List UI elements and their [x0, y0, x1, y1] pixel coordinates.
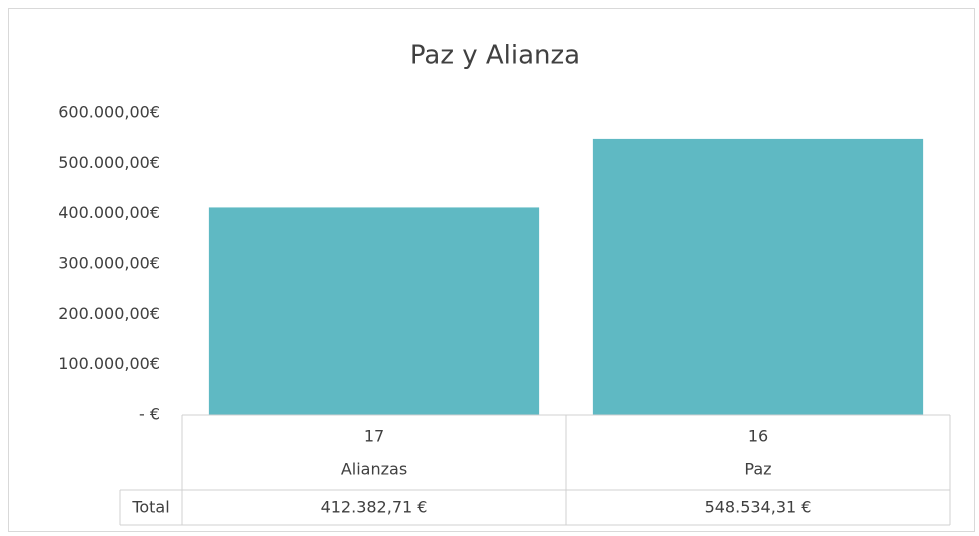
- data-label: 412.382,71 €: [321, 498, 428, 517]
- bar: [208, 207, 540, 415]
- data-label: 548.534,31 €: [705, 498, 812, 517]
- category-code: 17: [364, 427, 384, 446]
- y-tick-label: 300.000,00€: [58, 254, 160, 273]
- y-tick-label: 600.000,00€: [58, 103, 160, 122]
- y-tick-label: 200.000,00€: [58, 304, 160, 323]
- y-tick-label: - €: [139, 405, 160, 424]
- y-tick-label: 400.000,00€: [58, 203, 160, 222]
- x-tick-label: Alianzas: [341, 460, 407, 479]
- y-tick-label: 100.000,00€: [58, 354, 160, 373]
- bar: [592, 138, 924, 415]
- legend-entry: Total: [131, 498, 169, 517]
- chart-title: Paz y Alianza: [410, 41, 580, 71]
- category-code: 16: [748, 427, 768, 446]
- x-tick-label: Paz: [744, 460, 771, 479]
- y-tick-label: 500.000,00€: [58, 153, 160, 172]
